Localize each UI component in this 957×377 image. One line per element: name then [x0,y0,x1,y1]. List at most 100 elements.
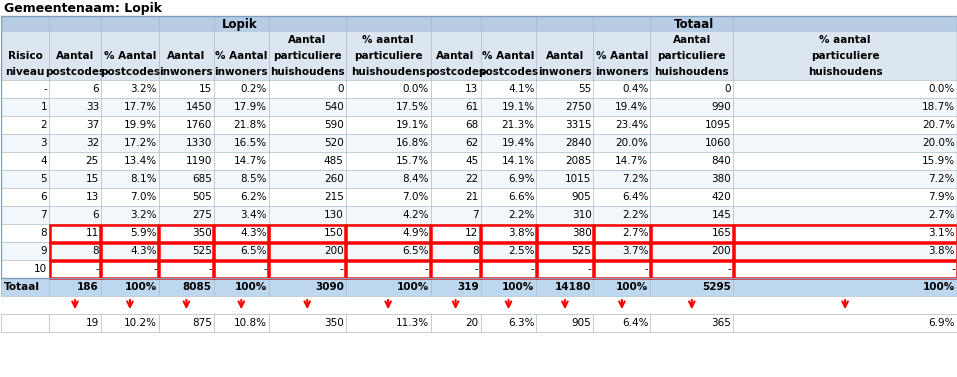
Bar [651,261,733,277]
Text: 6: 6 [93,210,99,220]
Text: 3.4%: 3.4% [240,210,267,220]
Text: particuliere: particuliere [354,51,422,61]
Text: 21.3%: 21.3% [501,120,534,130]
Text: 17.9%: 17.9% [234,102,267,112]
Text: 685: 685 [192,174,211,184]
Bar [1,314,957,332]
Bar [1,260,957,278]
Text: 8085: 8085 [183,282,211,292]
Bar [1,134,957,152]
Text: 11: 11 [86,228,99,238]
Bar [101,225,159,242]
Text: inwoners: inwoners [214,67,268,77]
Text: 14.7%: 14.7% [234,156,267,166]
Bar [1,278,957,296]
Text: 100%: 100% [923,282,955,292]
Text: postcodes: postcodes [45,67,105,77]
Text: 15.7%: 15.7% [395,156,429,166]
Text: 100%: 100% [502,282,534,292]
Bar [1,80,957,98]
Text: 100%: 100% [616,282,648,292]
Bar [346,243,430,260]
Text: 380: 380 [571,228,591,238]
Text: Totaal: Totaal [4,282,40,292]
Text: 13: 13 [465,84,478,94]
Bar [101,261,159,277]
Text: 6: 6 [93,84,99,94]
Text: 68: 68 [465,120,478,130]
Text: 19: 19 [86,318,99,328]
Text: 8: 8 [93,246,99,256]
Bar [594,261,650,277]
Text: 130: 130 [324,210,344,220]
Text: 0: 0 [337,84,344,94]
Text: 3: 3 [40,138,47,148]
Text: 20.7%: 20.7% [922,120,955,130]
Bar [1,98,957,116]
Text: 3315: 3315 [565,120,591,130]
Text: inwoners: inwoners [160,67,213,77]
Text: 0.4%: 0.4% [622,84,648,94]
Text: -: - [43,84,47,94]
Text: 4.9%: 4.9% [402,228,429,238]
Text: 2.7%: 2.7% [622,228,648,238]
Text: -: - [153,264,157,274]
Text: 905: 905 [571,192,591,202]
Text: 350: 350 [324,318,344,328]
Text: 3.2%: 3.2% [130,210,157,220]
Text: 8.5%: 8.5% [240,174,267,184]
Text: 15: 15 [86,174,99,184]
Bar [269,225,345,242]
Text: 19.1%: 19.1% [501,102,534,112]
Text: % Aantal: % Aantal [482,51,535,61]
Text: 420: 420 [711,192,731,202]
Text: 1060: 1060 [705,138,731,148]
Text: 61: 61 [465,102,478,112]
Text: Aantal: Aantal [56,51,94,61]
Bar [269,261,345,277]
Text: 3.8%: 3.8% [508,228,534,238]
Bar [50,243,100,260]
Text: 25: 25 [86,156,99,166]
Text: 200: 200 [324,246,344,256]
Text: 2: 2 [40,120,47,130]
Bar [481,261,536,277]
Text: 875: 875 [192,318,211,328]
Text: 19.4%: 19.4% [501,138,534,148]
Text: 4.1%: 4.1% [508,84,534,94]
Text: -: - [645,264,648,274]
Text: 8: 8 [40,228,47,238]
Text: 10: 10 [33,264,47,274]
Text: 5.9%: 5.9% [130,228,157,238]
Text: postcodes: postcodes [426,67,485,77]
Text: 19.9%: 19.9% [123,120,157,130]
Text: 215: 215 [323,192,344,202]
Text: 100%: 100% [396,282,429,292]
Text: 505: 505 [192,192,211,202]
Bar [101,243,159,260]
Bar [734,225,956,242]
Text: 2.7%: 2.7% [928,210,955,220]
Bar [269,243,345,260]
Text: 37: 37 [86,120,99,130]
Text: 14.7%: 14.7% [615,156,648,166]
Text: 260: 260 [324,174,344,184]
Text: Aantal: Aantal [673,35,711,45]
Text: 4.2%: 4.2% [402,210,429,220]
Text: 840: 840 [711,156,731,166]
Text: Aantal: Aantal [288,35,326,45]
Bar [594,243,650,260]
Text: % Aantal: % Aantal [103,51,156,61]
Bar [50,261,100,277]
Text: 32: 32 [86,138,99,148]
Bar [160,243,213,260]
Text: 1450: 1450 [186,102,211,112]
Text: 6.3%: 6.3% [508,318,534,328]
Text: 20: 20 [465,318,478,328]
Text: 21.8%: 21.8% [234,120,267,130]
Bar [1,188,957,206]
Text: 3.7%: 3.7% [622,246,648,256]
Text: inwoners: inwoners [595,67,649,77]
Text: Lopik: Lopik [222,18,257,31]
Text: -: - [425,264,429,274]
